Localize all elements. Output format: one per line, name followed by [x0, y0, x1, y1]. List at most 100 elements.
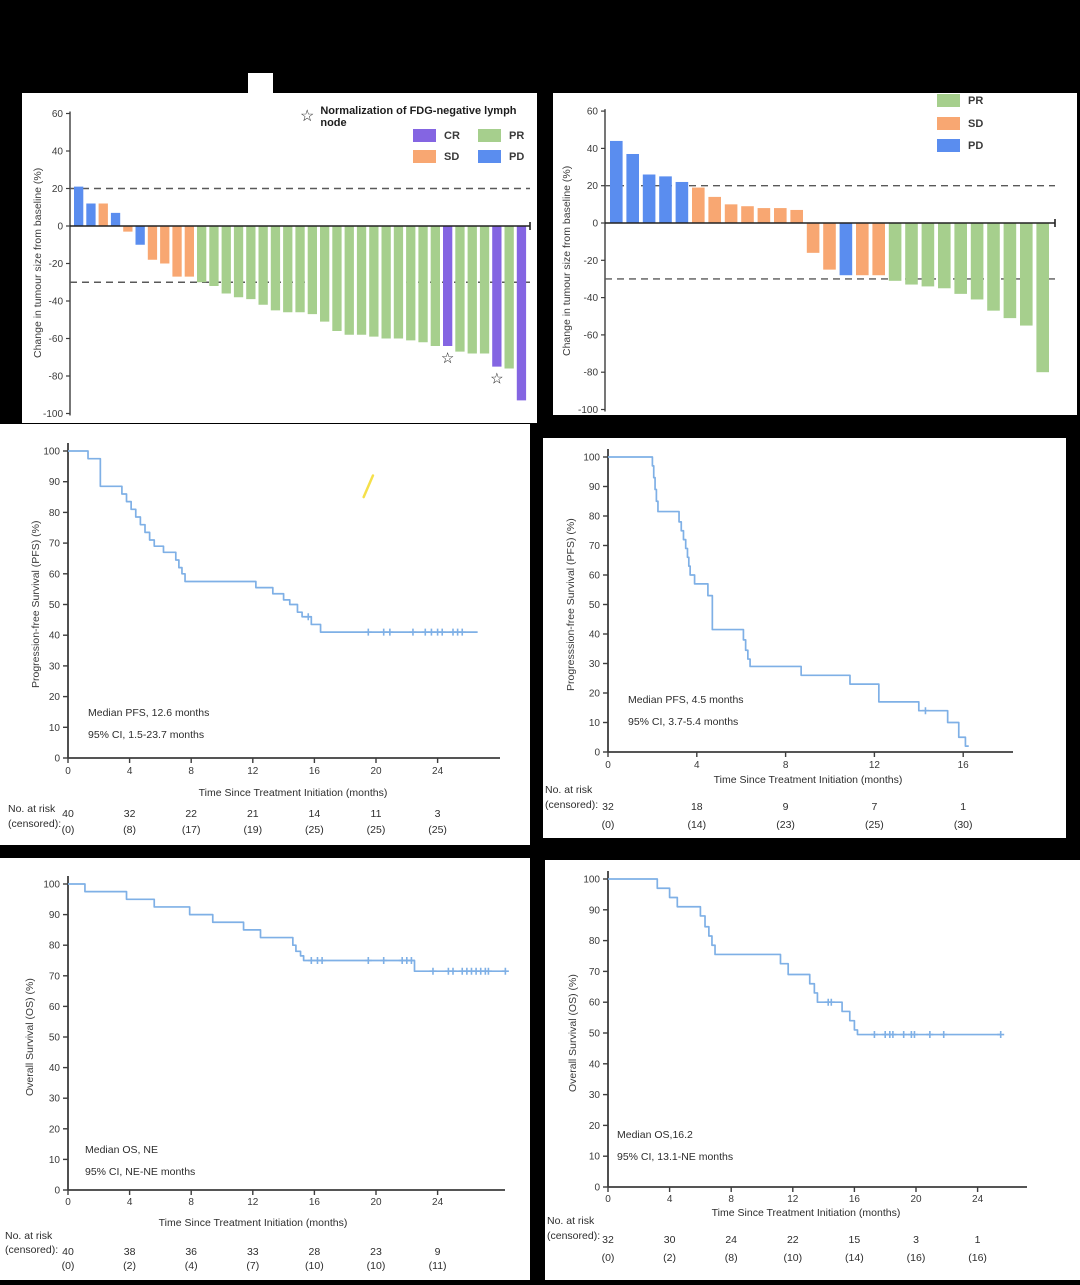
y-tick-label: 60: [49, 1002, 61, 1013]
pfs-km-left-panel: 0 10 20 30 40 50 60 70 80 90 100 0 4 8 12 16 20 24 40 (0) 32…: [0, 424, 530, 845]
risk-at-risk-value: 36: [185, 1246, 197, 1258]
waterfall-bar: [504, 226, 514, 369]
waterfall-plot-left-panel: 60 40 20 0 -20 -40 -60 -80 -100 ☆ ☆ Change in tumo…: [22, 93, 537, 423]
y-tick-label: 20: [49, 1124, 61, 1135]
x-tick-label: 0: [65, 766, 71, 777]
y-tick-label: -60: [49, 334, 64, 345]
y-tick-label: 20: [49, 692, 61, 703]
y-tick-label: 90: [589, 905, 601, 916]
legend-item-sd: SD: [937, 117, 983, 130]
y-tick-label: 0: [594, 1183, 600, 1194]
y-tick-label: 90: [49, 910, 61, 921]
y-tick-label: 70: [589, 541, 601, 552]
y-tick-label: 80: [589, 936, 601, 947]
sd-swatch: [413, 150, 436, 163]
waterfall-bar: [839, 223, 853, 276]
risk-row-label: No. at risk: [545, 784, 593, 796]
censor-mark: [458, 628, 466, 636]
risk-at-risk-value: 14: [309, 808, 321, 820]
y-tick-label: 40: [587, 144, 599, 155]
waterfall-bar: [221, 226, 231, 294]
waterfall-bar: [233, 226, 244, 298]
censor-mark: [484, 967, 492, 975]
legend-label: PR: [509, 129, 525, 142]
x-tick-label: 4: [694, 760, 700, 771]
x-tick-label: 0: [605, 1194, 611, 1205]
waterfall-bar: [479, 226, 490, 354]
risk-at-risk-value: 40: [62, 1246, 74, 1258]
waterfall-bar: [295, 226, 305, 313]
y-axis-title: Overall Survival (OS) (%): [567, 974, 579, 1092]
waterfall-bar: [692, 187, 705, 223]
censor-mark: [926, 1031, 934, 1039]
x-tick-label: 20: [370, 1197, 382, 1208]
censor-mark: [421, 628, 429, 636]
waterfall-bar: [369, 226, 379, 337]
censor-mark: [386, 628, 394, 636]
pfs-km-right-panel: 0 10 20 30 40 50 60 70 80 90 100 0 4 8 12 16 32 (0) 18 (14)…: [543, 438, 1066, 838]
y-tick-label: 30: [589, 1090, 601, 1101]
y-tick-label: 30: [49, 661, 61, 672]
waterfall-bar: [921, 223, 935, 287]
waterfall-left-svg: 60 40 20 0 -20 -40 -60 -80 -100 ☆ ☆: [43, 109, 531, 420]
risk-censored-value: (10): [367, 1260, 386, 1272]
waterfall-bar: [443, 226, 453, 346]
x-axis-title: Time Since Treatment Initiation (months): [711, 1207, 901, 1219]
waterfall-bar: [1036, 223, 1049, 373]
x-tick-label: 12: [247, 766, 259, 777]
censor-mark: [827, 998, 835, 1006]
waterfall-bar: [307, 226, 317, 315]
median-annotation: Median PFS, 12.6 months: [88, 707, 210, 719]
x-tick-label: 16: [309, 766, 321, 777]
risk-at-risk-value: 22: [185, 808, 197, 820]
page-white-notch: [248, 73, 273, 95]
risk-censored-value: (10): [305, 1260, 324, 1272]
stray-yellow-mark: [362, 474, 375, 499]
risk-censored-value: (4): [185, 1260, 198, 1272]
risk-at-risk-value: 28: [309, 1246, 321, 1258]
censor-mark: [364, 628, 372, 636]
y-tick-label: 0: [57, 222, 63, 233]
x-tick-label: 4: [127, 1197, 133, 1208]
star-icon: ☆: [300, 108, 315, 125]
waterfall-bar: [610, 140, 623, 223]
legend-label: PR: [968, 94, 984, 107]
y-tick-label: 10: [589, 718, 601, 729]
waterfall-bar: [872, 223, 885, 276]
risk-at-risk-value: 24: [725, 1234, 737, 1246]
os-km-right-panel: 0 10 20 30 40 50 60 70 80 90 100 0 4 8 12 16 20 24 32 (0) 30…: [545, 860, 1080, 1280]
y-tick-label: 50: [49, 1033, 61, 1044]
x-tick-label: 8: [188, 1197, 194, 1208]
y-tick-label: 40: [52, 147, 64, 158]
risk-row-label: No. at risk: [547, 1215, 595, 1227]
y-tick-label: 80: [49, 941, 61, 952]
y-tick-label: 30: [49, 1094, 61, 1105]
waterfall-bar: [110, 212, 121, 226]
median-annotation: Median OS, NE: [85, 1144, 158, 1156]
censor-mark: [449, 967, 457, 975]
y-tick-label: -100: [578, 405, 598, 416]
waterfall-bar: [86, 203, 96, 226]
waterfall-bar: [332, 226, 342, 331]
y-tick-label: 70: [589, 967, 601, 978]
y-tick-label: -20: [584, 256, 599, 267]
ci-annotation: 95% CI, 1.5-23.7 months: [88, 729, 205, 741]
risk-at-risk-value: 21: [247, 808, 259, 820]
y-tick-label: 20: [587, 181, 599, 192]
y-tick-label: -80: [584, 368, 599, 379]
ci-annotation: 95% CI, 3.7-5.4 months: [628, 716, 739, 728]
risk-row-label: (censored):: [545, 799, 599, 811]
legend-label: SD: [444, 150, 460, 163]
risk-at-risk-value: 1: [960, 801, 966, 813]
km-curve: [608, 456, 969, 747]
risk-at-risk-value: 9: [783, 801, 789, 813]
km-curve: [68, 883, 506, 973]
y-tick-label: 60: [587, 107, 599, 118]
waterfall-bar: [197, 226, 207, 283]
y-tick-label: 50: [589, 600, 601, 611]
os-left-svg: 0 10 20 30 40 50 60 70 80 90 100 0 4 8 12 16 20 24 40 (0) 38…: [43, 876, 509, 1272]
x-axis-title: Time Since Treatment Initiation (months): [713, 774, 903, 786]
pr-swatch: [478, 129, 501, 142]
censor-mark: [940, 1031, 948, 1039]
